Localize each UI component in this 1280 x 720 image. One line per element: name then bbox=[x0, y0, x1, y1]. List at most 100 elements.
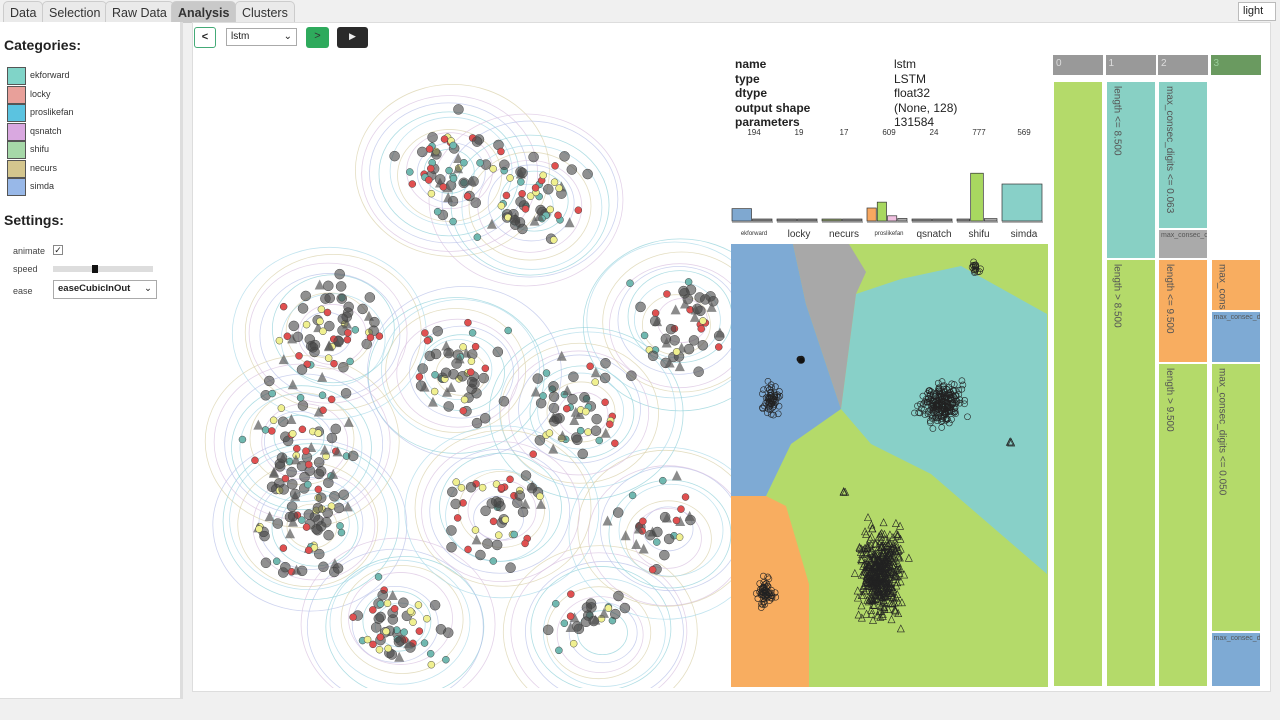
data-point[interactable] bbox=[548, 402, 560, 414]
data-point[interactable] bbox=[443, 401, 454, 412]
map-point[interactable] bbox=[948, 416, 955, 423]
map-point[interactable] bbox=[924, 410, 932, 418]
data-point-triangle[interactable] bbox=[671, 470, 682, 481]
data-point[interactable] bbox=[467, 357, 476, 365]
data-point[interactable] bbox=[552, 599, 560, 608]
map-point[interactable] bbox=[774, 410, 782, 418]
data-point[interactable] bbox=[649, 315, 661, 327]
map-point-triangle[interactable] bbox=[867, 605, 876, 614]
tree-node[interactable]: max_consec_d bbox=[1210, 632, 1261, 687]
data-point[interactable] bbox=[430, 348, 442, 360]
data-point[interactable] bbox=[604, 604, 613, 612]
data-point[interactable] bbox=[315, 492, 327, 503]
data-point[interactable] bbox=[510, 219, 521, 230]
data-point[interactable] bbox=[346, 357, 354, 366]
data-point[interactable] bbox=[340, 388, 352, 399]
data-point[interactable] bbox=[539, 392, 547, 400]
data-point[interactable] bbox=[434, 174, 446, 185]
category-proslikefan[interactable]: proslikefan bbox=[7, 104, 177, 122]
data-point[interactable] bbox=[324, 320, 335, 332]
data-point[interactable] bbox=[532, 373, 544, 384]
data-point[interactable] bbox=[458, 177, 470, 189]
data-point-triangle[interactable] bbox=[684, 510, 695, 521]
map-point-triangle[interactable] bbox=[887, 590, 895, 599]
data-point[interactable] bbox=[452, 478, 460, 486]
map-point[interactable] bbox=[752, 590, 760, 597]
map-point[interactable] bbox=[766, 386, 773, 393]
data-point[interactable] bbox=[376, 600, 385, 608]
map-point[interactable] bbox=[942, 385, 950, 393]
data-point[interactable] bbox=[260, 557, 272, 569]
map-point[interactable] bbox=[798, 357, 805, 364]
data-point-triangle[interactable] bbox=[313, 406, 324, 417]
data-point[interactable] bbox=[369, 640, 377, 649]
data-point-triangle[interactable] bbox=[565, 622, 576, 633]
data-point[interactable] bbox=[286, 501, 298, 512]
data-point-triangle[interactable] bbox=[670, 304, 681, 315]
bar-necurs[interactable] bbox=[821, 218, 842, 222]
data-point-triangle[interactable] bbox=[264, 511, 275, 522]
map-point-triangle[interactable] bbox=[867, 532, 876, 541]
map-point[interactable] bbox=[938, 392, 946, 400]
map-point-triangle[interactable] bbox=[866, 534, 875, 543]
data-point-triangle[interactable] bbox=[446, 381, 457, 392]
data-point[interactable] bbox=[287, 510, 299, 522]
data-point-triangle[interactable] bbox=[602, 515, 613, 526]
map-point-triangle[interactable] bbox=[872, 565, 881, 574]
data-point[interactable] bbox=[297, 400, 309, 411]
bar-locky[interactable] bbox=[776, 218, 797, 222]
data-point[interactable] bbox=[298, 516, 306, 524]
data-point[interactable] bbox=[427, 189, 436, 198]
data-point[interactable] bbox=[693, 366, 704, 377]
map-point[interactable] bbox=[756, 580, 764, 587]
data-point[interactable] bbox=[543, 183, 554, 195]
data-point[interactable] bbox=[417, 146, 428, 158]
data-point-triangle[interactable] bbox=[317, 371, 328, 382]
map-point[interactable] bbox=[943, 415, 951, 422]
data-point[interactable] bbox=[611, 439, 619, 448]
data-point[interactable] bbox=[453, 104, 464, 115]
map-point-triangle[interactable] bbox=[853, 593, 862, 602]
map-point-triangle[interactable] bbox=[871, 539, 880, 548]
animate-checkbox[interactable]: ✓ bbox=[53, 245, 63, 255]
data-point[interactable] bbox=[326, 432, 338, 444]
bar-necurs[interactable] bbox=[842, 218, 863, 222]
bar-proslikefan[interactable] bbox=[866, 207, 877, 222]
data-point[interactable] bbox=[276, 452, 288, 463]
data-point[interactable] bbox=[414, 601, 423, 609]
data-point[interactable] bbox=[554, 211, 562, 220]
data-point[interactable] bbox=[448, 368, 459, 380]
map-point[interactable] bbox=[958, 385, 966, 393]
data-point[interactable] bbox=[390, 604, 399, 613]
data-point[interactable] bbox=[302, 320, 311, 329]
data-point[interactable] bbox=[588, 615, 599, 627]
data-point[interactable] bbox=[688, 335, 700, 346]
data-point[interactable] bbox=[370, 622, 382, 633]
map-point[interactable] bbox=[946, 392, 954, 399]
data-point[interactable] bbox=[376, 633, 385, 641]
data-point[interactable] bbox=[363, 635, 372, 644]
data-point[interactable] bbox=[373, 613, 385, 624]
map-point[interactable] bbox=[974, 268, 981, 276]
data-point[interactable] bbox=[292, 331, 304, 343]
map-point-triangle[interactable] bbox=[868, 586, 876, 595]
data-point[interactable] bbox=[471, 136, 483, 147]
data-point[interactable] bbox=[501, 515, 510, 524]
map-point[interactable] bbox=[939, 405, 946, 413]
map-point[interactable] bbox=[919, 392, 927, 400]
category-qsnatch[interactable]: qsnatch bbox=[7, 122, 177, 141]
map-point-triangle[interactable] bbox=[896, 624, 905, 633]
data-point[interactable] bbox=[534, 435, 546, 446]
data-point-triangle[interactable] bbox=[557, 430, 568, 441]
data-point[interactable] bbox=[581, 407, 590, 416]
tab-raw-data[interactable]: Raw Data bbox=[105, 1, 174, 23]
data-point[interactable] bbox=[375, 332, 384, 340]
data-point[interactable] bbox=[409, 618, 417, 626]
map-point[interactable] bbox=[935, 387, 942, 395]
data-point[interactable] bbox=[521, 205, 530, 213]
data-point[interactable] bbox=[449, 174, 458, 183]
data-point[interactable] bbox=[697, 325, 705, 333]
data-point[interactable] bbox=[546, 205, 554, 214]
map-point-triangle[interactable] bbox=[864, 574, 873, 583]
data-point[interactable] bbox=[272, 518, 284, 529]
